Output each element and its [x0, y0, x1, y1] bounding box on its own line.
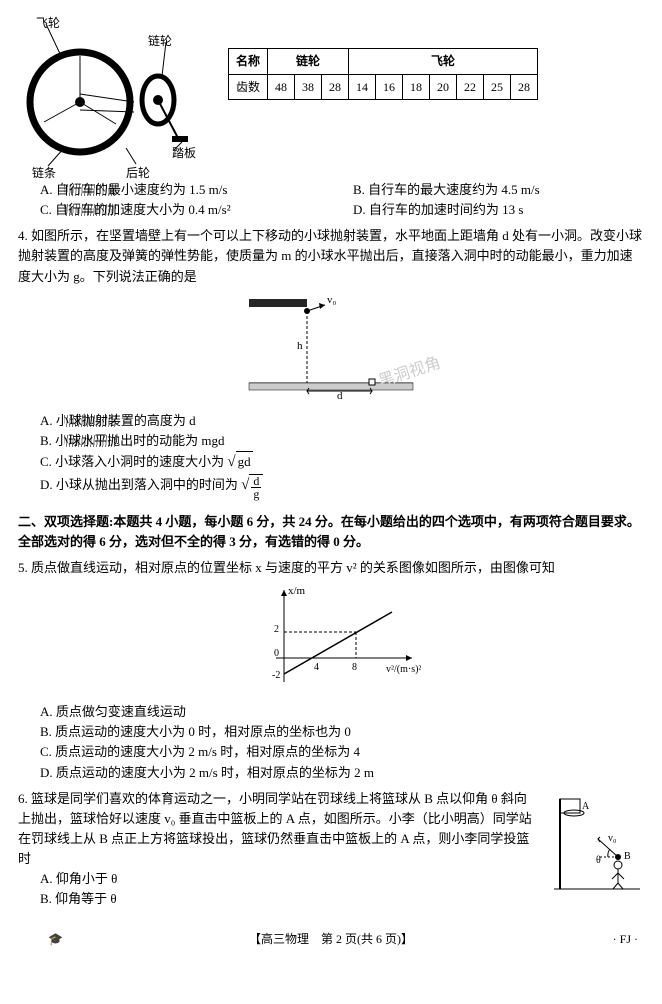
- q6-svg: A B v₀ θ: [546, 789, 644, 899]
- svg-text:x/m: x/m: [288, 585, 306, 597]
- q5-A: A. 质点做匀变速直线运动: [18, 702, 644, 722]
- svg-text:A: A: [582, 801, 590, 812]
- th-name: 名称: [229, 49, 268, 75]
- gear-teeth-table: 名称 链轮 飞轮 齿数 48 38 28 14 16 18 20 22 25 2…: [228, 48, 538, 100]
- th-feilun: 飞轮: [349, 49, 538, 75]
- cell: 14: [349, 74, 376, 100]
- svg-text:8: 8: [352, 662, 357, 673]
- svg-text:-2: -2: [272, 670, 280, 681]
- footer-center: 【高三物理 第 2 页(共 6 页)】: [249, 932, 413, 946]
- q3-B: B. 自行车的最大速度约为 4.5 m/s: [331, 180, 644, 200]
- label-lianlun: 链轮: [148, 32, 172, 51]
- q5-svg: x/m v²/(m·s)² -2 0 2 4 8: [236, 582, 426, 692]
- svg-text:B: B: [624, 851, 631, 862]
- label-taban: 踏板: [172, 144, 196, 163]
- cell: 25: [484, 74, 511, 100]
- q4-A: A. 小球抛射装置的高度为 d: [18, 411, 644, 431]
- page-footer: 🎓 【高三物理 第 2 页(共 6 页)】 · FJ ·: [18, 930, 644, 949]
- svg-text:0: 0: [274, 648, 279, 659]
- q5-D: D. 质点运动的速度大小为 2 m/s 时，相对原点的坐标为 2 m: [18, 763, 644, 783]
- q5: 5. 质点做直线运动，相对原点的位置坐标 x 与速度的平方 v² 的关系图像如图…: [18, 558, 644, 783]
- row-label: 齿数: [229, 74, 268, 100]
- q5-B: B. 质点运动的速度大小为 0 时，相对原点的坐标也为 0: [18, 722, 644, 742]
- q4-svg: v₀ h d: [241, 291, 421, 401]
- svg-text:d: d: [337, 390, 343, 401]
- th-lianlun: 链轮: [268, 49, 349, 75]
- cell: 48: [268, 74, 295, 100]
- cell: 22: [457, 74, 484, 100]
- cell: 28: [322, 74, 349, 100]
- q6-A: A. 仰角小于 θ: [18, 869, 538, 889]
- q3-D: D. 自行车的加速时间约为 13 s: [331, 200, 644, 220]
- q5-C: C. 质点运动的速度大小为 2 m/s 时，相对原点的坐标为 4: [18, 742, 644, 762]
- label-feilun: 飞轮: [36, 14, 60, 33]
- q6-figure: A B v₀ θ: [546, 789, 644, 905]
- svg-text:4: 4: [314, 662, 319, 673]
- cell: 20: [430, 74, 457, 100]
- q4-stem: 4. 如图所示，在坚置墙壁上有一个可以上下移动的小球抛射装置，水平地面上距墙角 …: [18, 228, 642, 283]
- bicycle-wheel-diagram: 飞轮 链轮 踏板 后轮 链条: [18, 14, 218, 174]
- grad-cap-icon: 🎓: [48, 930, 63, 949]
- q3-A: A. 自行车的最小速度约为 1.5 m/s: [18, 180, 331, 200]
- q6-B: B. 仰角等于 θ: [18, 889, 538, 909]
- q3-C: C. 自行车的加速度大小为 0.4 m/s²: [18, 200, 331, 220]
- svg-text:v²/(m·s)²: v²/(m·s)²: [386, 664, 421, 675]
- section2-heading: 二、双项选择题:本题共 4 小题，每小题 6 分，共 24 分。在每小题给出的四…: [18, 512, 644, 552]
- q4-D: D. 小球从抛出到落入洞中的时间为 dg: [18, 474, 644, 501]
- cell: 38: [295, 74, 322, 100]
- cell: 18: [403, 74, 430, 100]
- svg-text:θ: θ: [596, 855, 601, 866]
- svg-text:h: h: [297, 340, 303, 352]
- cell: 16: [376, 74, 403, 100]
- q5-stem: 5. 质点做直线运动，相对原点的位置坐标 x 与速度的平方 v² 的关系图像如图…: [18, 560, 555, 575]
- q4-B: B. 小球水平抛出时的动能为 mgd: [18, 431, 644, 451]
- footer-right: · FJ ·: [613, 930, 638, 949]
- q6-stem: 6. 篮球是同学们喜欢的体育运动之一，小明同学站在罚球线上将篮球从 B 点以仰角…: [18, 791, 532, 866]
- q4: 4. 如图所示，在坚置墙壁上有一个可以上下移动的小球抛射装置，水平地面上距墙角 …: [18, 226, 644, 501]
- q4-figure: 黑洞视角 v₀ h d: [18, 291, 644, 407]
- svg-text:v₀: v₀: [608, 833, 617, 844]
- q5-figure: x/m v²/(m·s)² -2 0 2 4 8: [18, 582, 644, 698]
- cell: 28: [511, 74, 538, 100]
- q4-C: C. 小球落入小洞时的速度大小为 gd: [18, 451, 644, 474]
- q6: 6. 篮球是同学们喜欢的体育运动之一，小明同学站在罚球线上将篮球从 B 点以仰角…: [18, 789, 644, 910]
- svg-text:2: 2: [274, 624, 279, 635]
- q3-choices: A. 自行车的最小速度约为 1.5 m/s B. 自行车的最大速度约为 4.5 …: [18, 180, 644, 220]
- svg-text:v₀: v₀: [327, 294, 337, 306]
